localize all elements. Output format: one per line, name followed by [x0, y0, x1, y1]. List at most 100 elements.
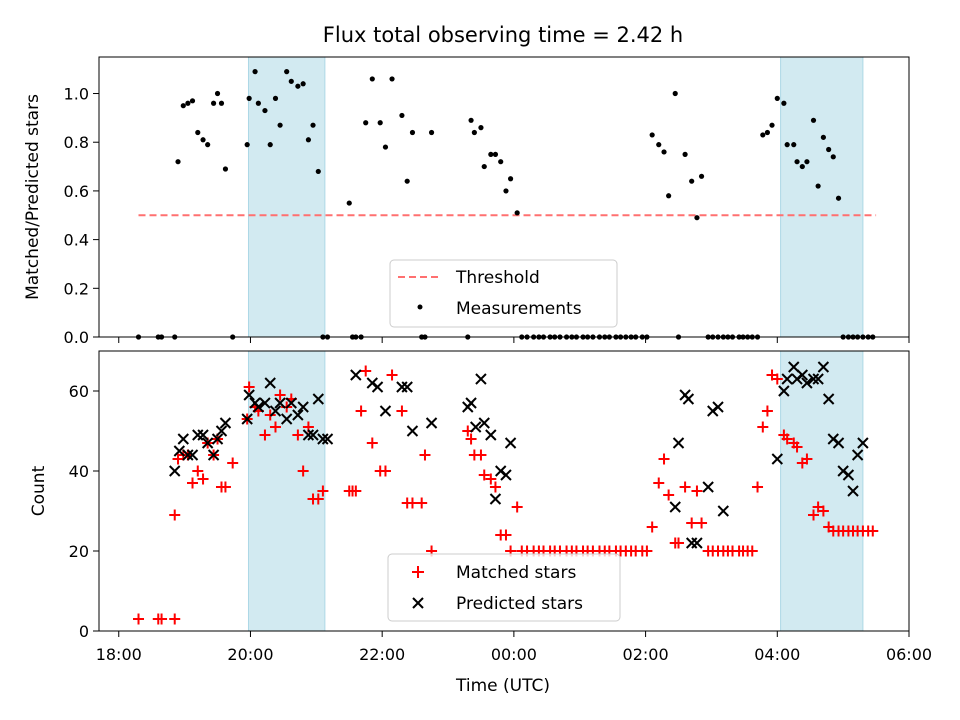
- measurement-point: [478, 125, 484, 131]
- matched-star-marker: [817, 505, 829, 517]
- matched-star-marker: [219, 481, 231, 493]
- predicted-star-marker: [469, 421, 482, 433]
- predicted-star-marker: [317, 433, 329, 445]
- y-tick-label: 0.4: [64, 231, 89, 250]
- predicted-star-marker: [274, 397, 286, 409]
- measurement-point: [252, 69, 258, 75]
- measurement-point: [404, 178, 410, 184]
- y-tick-label: 0: [79, 622, 89, 641]
- predicted-star-marker: [182, 449, 194, 461]
- top-shaded-intervals: [247, 56, 864, 338]
- top-axes-frame: [98, 56, 910, 338]
- measurement-point: [514, 210, 520, 216]
- predicted-star-marker: [832, 437, 845, 449]
- predicted-star-marker: [851, 449, 864, 461]
- measurement-point: [781, 100, 787, 106]
- predicted-star-marker: [307, 429, 319, 441]
- bottom-axes-frame: [98, 350, 910, 632]
- measurement-point: [661, 149, 667, 155]
- measurement-point: [189, 98, 196, 104]
- matched-star-points: [133, 365, 879, 625]
- predicted-star-marker: [801, 377, 813, 389]
- predicted-star-marker: [192, 429, 204, 441]
- measurement-point: [769, 122, 775, 128]
- predicted-star-marker: [817, 361, 830, 373]
- measurement-point: [255, 100, 261, 106]
- measurement-point: [503, 188, 509, 194]
- matched-star-marker: [379, 465, 391, 477]
- measurement-point: [305, 137, 312, 143]
- matched-star-marker: [350, 485, 362, 497]
- measurement-point: [784, 142, 790, 148]
- measurement-point: [698, 173, 705, 179]
- top-x-ticks: [118, 337, 910, 343]
- matched-legend-label: Matched stars: [456, 563, 576, 583]
- matched-star-marker: [663, 489, 675, 501]
- measurement-point: [835, 195, 842, 201]
- matched-star-marker: [355, 405, 367, 417]
- measurement-point: [492, 151, 499, 157]
- x-tick-label: 00:00: [491, 645, 537, 664]
- predicted-star-marker: [197, 429, 209, 441]
- measurement-point: [764, 129, 771, 136]
- matched-star-marker: [360, 365, 372, 377]
- matched-star-marker: [781, 433, 793, 445]
- matched-star-marker: [485, 473, 497, 485]
- measurement-legend-swatch: [417, 304, 423, 310]
- x-tick-label: 20:00: [227, 645, 273, 664]
- matched-star-marker: [259, 429, 271, 441]
- predicted-star-marker: [371, 381, 384, 393]
- measurement-point: [481, 163, 487, 170]
- bottom-y-ticks: 0 20 40 60: [69, 382, 99, 641]
- matched-legend-swatch: [412, 566, 424, 578]
- predicted-star-marker: [485, 429, 497, 441]
- matched-star-marker: [419, 449, 431, 461]
- measurement-point: [369, 76, 375, 82]
- measurement-point: [468, 117, 474, 123]
- bottom-x-ticks: 18:00 20:00 22:00 00:00 02:00 04:00 06:00: [96, 631, 932, 664]
- predicted-star-marker: [489, 493, 502, 505]
- predicted-star-marker: [425, 417, 438, 429]
- matched-star-marker: [416, 497, 428, 509]
- threshold-legend-label: Threshold: [455, 268, 540, 288]
- measurement-point: [826, 146, 832, 153]
- measurement-point: [649, 132, 655, 138]
- matched-star-marker: [771, 373, 783, 385]
- matched-star-marker: [696, 517, 708, 529]
- predicted-star-marker: [842, 469, 855, 481]
- matched-star-marker: [646, 521, 658, 533]
- measurement-point: [315, 168, 321, 175]
- shaded-interval: [780, 56, 864, 338]
- measurement-point: [284, 69, 290, 75]
- shaded-interval: [247, 56, 326, 338]
- matched-star-marker: [752, 481, 764, 493]
- predicted-star-marker: [685, 537, 698, 549]
- matched-star-marker: [317, 485, 329, 497]
- predicted-star-marker: [207, 449, 220, 461]
- predicted-star-marker: [406, 425, 419, 437]
- predicted-star-marker: [292, 409, 304, 421]
- measurement-point: [791, 142, 797, 148]
- measurement-point: [498, 159, 504, 165]
- measurement-point: [267, 142, 273, 148]
- predicted-star-marker: [812, 373, 824, 385]
- measurement-point: [399, 112, 405, 119]
- measurement-point: [428, 129, 435, 136]
- predicted-star-marker: [169, 465, 181, 477]
- predicted-star-marker: [682, 393, 695, 405]
- matched-star-marker: [653, 477, 665, 489]
- predicted-star-marker: [702, 481, 714, 493]
- x-tick-label: 04:00: [754, 645, 800, 664]
- predicted-star-marker: [771, 453, 784, 465]
- predicted-star-marker: [211, 433, 224, 445]
- measurement-point: [488, 151, 494, 157]
- measurement-point: [244, 142, 250, 148]
- predicted-star-marker: [396, 381, 408, 393]
- predicted-star-marker: [186, 449, 199, 461]
- top-y-axis-label: Matched/Predicted stars: [23, 94, 43, 300]
- predicted-star-marker: [173, 445, 186, 457]
- bottom-shaded-intervals: [247, 350, 864, 632]
- measurement-point: [689, 178, 695, 184]
- matched-star-marker: [511, 501, 523, 513]
- measurement-point: [760, 132, 766, 138]
